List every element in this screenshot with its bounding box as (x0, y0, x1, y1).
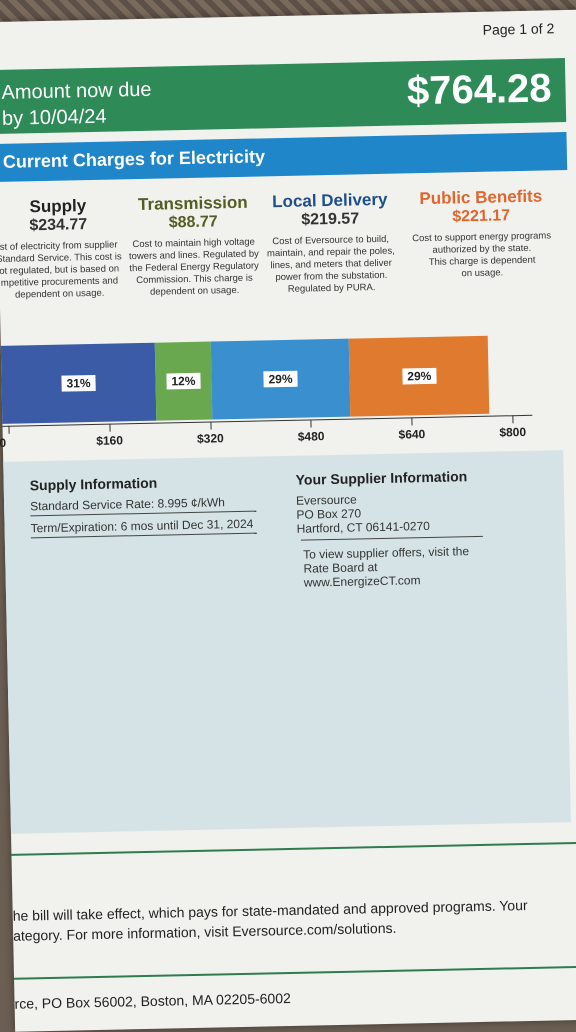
category-local-delivery: Local Delivery $219.57 Cost of Eversourc… (260, 190, 402, 297)
axis-tick (8, 425, 10, 434)
axis-tick-label: $160 (96, 433, 124, 448)
axis-tick-label: $640 (398, 427, 426, 442)
category-name: Transmission (137, 192, 248, 215)
category-description: Cost to support energy programs authoriz… (407, 230, 558, 281)
bar-segment-public-benefits: 29% (348, 335, 490, 417)
supply-info-panel: Supply Information Standard Service Rate… (3, 450, 571, 834)
bar-percent-label: 12% (166, 372, 201, 390)
supplier-offers-note: To view supplier offers, visit the (303, 544, 470, 562)
axis-tick (310, 419, 312, 428)
page-number: Page 1 of 2 (482, 20, 555, 38)
amount-due-banner: Amount now due by 10/04/24 $764.28 (0, 58, 567, 134)
axis-tick (512, 415, 514, 424)
energizect-link[interactable]: www.EnergizeCT.com (303, 573, 421, 590)
category-description: st of electricity from supplier Standard… (0, 239, 130, 302)
supplier-underline (300, 535, 483, 541)
category-public-benefits: Public Benefits $221.17 Cost to support … (406, 186, 558, 281)
amount-due-label-line1: Amount now due (1, 78, 152, 104)
category-name: Local Delivery (271, 189, 388, 212)
bar-segment-supply: 31% (0, 342, 157, 424)
category-amount: $219.57 (301, 210, 360, 229)
rate-board-note: Rate Board at (303, 560, 378, 576)
category-transmission: Transmission $88.77 Cost to maintain hig… (123, 192, 265, 299)
bar-percent-label: 29% (263, 370, 298, 388)
footer-text-line1: he bill will take effect, which pays for… (12, 897, 528, 924)
amount-due-date: by 10/04/24 (1, 105, 107, 130)
supplier-info-title: Your Supplier Information (295, 468, 468, 488)
footer-text-line2: ategory. For more information, visit Eve… (12, 919, 397, 944)
supplier-address-line2: Hartford, CT 06141-0270 (296, 518, 430, 536)
standard-service-rate: Standard Service Rate: 8.995 ¢/kWh (30, 495, 226, 514)
supply-info-title: Supply Information (29, 474, 158, 494)
footer-rule-bottom (14, 965, 576, 980)
charges-stacked-bar: 31% 12% 29% 29% (0, 335, 513, 424)
axis-tick-label: 0 (0, 435, 7, 450)
axis-tick-label: $480 (297, 429, 325, 444)
current-charges-title: Current Charges for Electricity (2, 146, 266, 172)
axis-tick (411, 417, 413, 426)
axis-tick (210, 421, 212, 430)
axis-tick-label: $320 (196, 431, 224, 446)
bar-segment-local-delivery: 29% (210, 338, 351, 420)
category-supply: Supply $234.77 st of electricity from su… (0, 195, 130, 302)
supplier-address-line1: PO Box 270 (296, 506, 362, 522)
category-amount: $234.77 (29, 216, 88, 235)
supplier-name: Eversource (295, 492, 357, 508)
bar-percent-label: 31% (61, 374, 96, 392)
category-amount: $221.17 (452, 207, 511, 226)
bar-percent-label: 29% (402, 367, 437, 385)
amount-due-value: $764.28 (406, 66, 552, 114)
amount-due-label: Amount now due by 10/04/24 (1, 77, 152, 132)
desc-line: dependent on usage. (14, 287, 105, 301)
axis-tick (109, 423, 111, 432)
bill-page: Page 1 of 2 Amount now due by 10/04/24 $… (0, 9, 576, 1032)
current-charges-header: Current Charges for Electricity (0, 132, 568, 182)
category-name: Public Benefits (419, 186, 543, 209)
footer-rule-top (11, 841, 576, 856)
charge-categories: Supply $234.77 st of electricity from su… (0, 186, 576, 328)
remit-address: rce, PO Box 56002, Boston, MA 02205-6002 (14, 990, 291, 1012)
axis-tick-label: $800 (499, 424, 527, 440)
bar-segment-transmission: 12% (154, 341, 213, 421)
category-description: Cost of Eversource to build, maintain, a… (261, 234, 402, 297)
category-amount: $88.77 (168, 213, 218, 232)
category-description: Cost to maintain high voltage towers and… (124, 236, 265, 299)
